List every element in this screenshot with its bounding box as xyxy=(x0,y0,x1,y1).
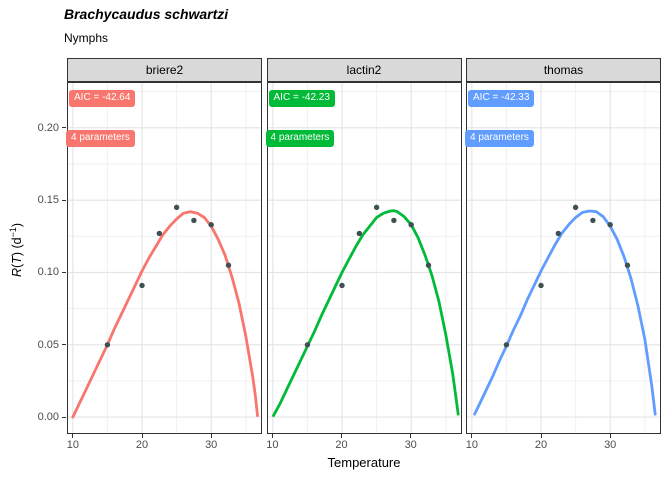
data-point xyxy=(304,342,310,348)
data-point xyxy=(555,230,562,237)
x-axis-tick-label: 30 xyxy=(604,439,617,451)
data-point xyxy=(503,342,510,348)
parameters-badge: 4 parameters xyxy=(66,130,135,147)
x-axis-tick-label: 30 xyxy=(404,439,417,451)
x-axis-tick xyxy=(141,434,143,438)
fitted-curve-thomas xyxy=(473,209,657,416)
data-point xyxy=(208,222,214,228)
data-point xyxy=(590,217,596,224)
y-axis-title: R(T) (d−1) xyxy=(8,223,24,277)
y-axis-title-paren: ( xyxy=(10,263,25,268)
facet-strip-briere2: briere2 xyxy=(67,58,262,82)
data-point xyxy=(225,262,232,268)
data-point xyxy=(338,282,345,289)
y-axis-tick-label: 0.00 xyxy=(37,411,59,424)
data-point xyxy=(173,204,180,211)
data-point xyxy=(607,222,613,228)
y-axis-tick-label: 0.05 xyxy=(37,338,59,351)
plot-subtitle: Nymphs xyxy=(64,31,109,45)
y-axis-title-end: ) xyxy=(10,222,25,228)
x-axis-tick-label: 10 xyxy=(266,439,279,451)
x-axis-tick-label: 20 xyxy=(135,439,149,451)
y-axis-tick xyxy=(62,416,66,418)
y-axis-tick-label: 0.15 xyxy=(37,194,59,207)
facet-strip-label: briere2 xyxy=(145,63,184,77)
aic-badge: AIC = -42.33 xyxy=(468,90,535,107)
data-point xyxy=(390,217,397,224)
x-axis-tick xyxy=(210,434,212,438)
data-point xyxy=(538,282,544,289)
x-axis-tick xyxy=(471,434,473,438)
y-axis-tick xyxy=(62,127,66,129)
x-axis-tick xyxy=(410,434,412,438)
x-axis-title: Temperature xyxy=(327,455,401,470)
fitted-curve-lactin2 xyxy=(271,209,460,417)
data-point xyxy=(156,230,163,237)
y-axis-tick xyxy=(62,199,66,201)
y-axis-title-sup: −1 xyxy=(7,227,18,238)
x-axis-tick xyxy=(540,434,542,438)
fitted-curve-briere2 xyxy=(71,210,259,419)
facet-strip-thomas: thomas xyxy=(466,58,661,82)
facet-panel-lactin2: AIC = -42.23 4 parameters xyxy=(265,82,462,434)
x-axis-tick-label: 10 xyxy=(66,439,79,451)
facet-panel-thomas: AIC = -42.33 4 parameters xyxy=(465,82,661,434)
data-point xyxy=(356,230,362,237)
y-axis-tick-label: 0.10 xyxy=(37,266,59,279)
parameters-badge: 4 parameters xyxy=(465,130,534,147)
y-axis-tick-label: 0.20 xyxy=(37,121,59,134)
x-axis-tick-label: 20 xyxy=(335,439,348,451)
x-axis-tick-label: 20 xyxy=(534,439,548,451)
data-point xyxy=(191,217,197,224)
facet-panel-briere2: AIC = -42.64 4 parameters xyxy=(66,82,262,434)
facet-strip-label: thomas xyxy=(543,63,584,77)
x-axis-tick xyxy=(271,434,273,438)
y-axis-title-mid: ) (d xyxy=(10,237,25,257)
parameters-badge: 4 parameters xyxy=(265,130,335,147)
data-point xyxy=(407,222,414,228)
chart-canvas-briere2 xyxy=(68,83,261,433)
facet-strip-lactin2: lactin2 xyxy=(266,58,462,82)
x-axis-tick xyxy=(341,434,343,438)
y-axis-title-r: R xyxy=(10,267,25,278)
x-axis-tick-label: 10 xyxy=(465,439,478,451)
data-point xyxy=(425,262,431,268)
facet-strip-label: lactin2 xyxy=(346,63,382,77)
chart-canvas-thomas xyxy=(467,83,660,433)
plot-title: Brachycaudus schwartzi xyxy=(64,6,229,22)
data-point xyxy=(139,282,145,289)
aic-badge: AIC = -42.23 xyxy=(268,90,335,107)
y-axis-tick xyxy=(62,271,66,273)
y-axis-tick xyxy=(62,344,66,346)
x-axis-tick xyxy=(609,434,611,438)
data-point xyxy=(624,262,631,268)
x-axis-tick-label: 30 xyxy=(205,439,218,451)
x-axis-tick xyxy=(72,434,74,438)
data-point xyxy=(104,342,111,348)
data-point xyxy=(373,204,379,211)
aic-badge: AIC = -42.64 xyxy=(69,90,136,107)
data-point xyxy=(572,204,579,211)
y-axis-title-t: T xyxy=(10,256,25,264)
